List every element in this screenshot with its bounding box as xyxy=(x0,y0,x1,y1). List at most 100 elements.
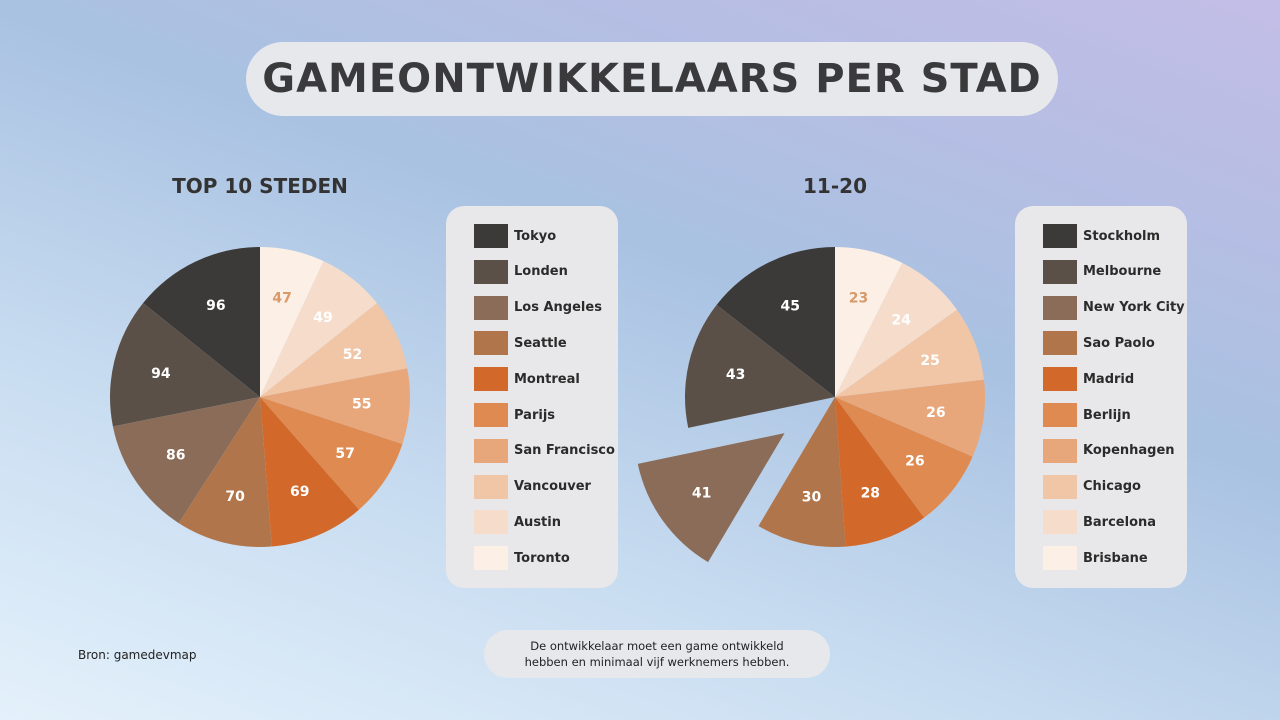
pie-label-stockholm: 45 xyxy=(780,298,799,314)
pie-label-san-francisco: 55 xyxy=(352,396,371,412)
pie-label-sao-paolo: 30 xyxy=(802,489,822,505)
legend-swatch-sao-paolo xyxy=(1043,331,1077,356)
legend-item-seattle: Seattle xyxy=(474,331,567,356)
pie-label-kopenhagen: 26 xyxy=(926,405,945,421)
legend-label-new-york-city: New York City xyxy=(1083,300,1185,316)
legend-label-melbourne: Melbourne xyxy=(1083,264,1162,280)
legend-swatch-kopenhagen xyxy=(1043,438,1077,463)
legend-item-chicago: Chicago xyxy=(1043,474,1141,499)
pie-slice-montreal xyxy=(260,397,360,547)
legend-item-melbourne: Melbourne xyxy=(1043,259,1162,284)
legend-label-tokyo: Tokyo xyxy=(514,228,557,244)
pie-slice-sao-paolo xyxy=(758,397,846,547)
legend-label-los-angeles: Los Angeles xyxy=(514,300,602,316)
pie-slice-toronto xyxy=(260,247,324,397)
legend-item-montreal: Montreal xyxy=(474,367,580,392)
pie-slice-parijs xyxy=(260,397,403,510)
legend-label-sao-paolo: Sao Paolo xyxy=(1083,335,1155,351)
source-label: Bron: gamedevmap xyxy=(78,648,197,662)
legend-item-kopenhagen: Kopenhagen xyxy=(1043,438,1175,463)
pie-slice-seattle xyxy=(178,397,272,547)
legend-label-madrid: Madrid xyxy=(1083,371,1135,387)
legend-label-toronto: Toronto xyxy=(514,550,570,566)
legend-swatch-austin xyxy=(474,510,508,535)
legend-item-austin: Austin xyxy=(474,510,561,535)
legend-item-barcelona: Barcelona xyxy=(1043,510,1157,535)
legend-swatch-stockholm xyxy=(1043,224,1077,248)
pie-label-austin: 49 xyxy=(313,310,332,326)
pie-label-los-angeles: 86 xyxy=(166,447,185,463)
pie-label-toronto: 47 xyxy=(272,290,291,306)
pie-slice-kopenhagen xyxy=(835,379,985,457)
legend-label-parijs: Parijs xyxy=(514,407,556,423)
legend-item-berlijn: Berlijn xyxy=(1043,403,1131,427)
pie-label-barcelona: 24 xyxy=(892,312,912,328)
legend-swatch-new-york-city xyxy=(1043,295,1077,320)
legend-item-stockholm: Stockholm xyxy=(1043,224,1160,248)
pie-slice-melbourne xyxy=(685,304,835,428)
note-text: De ontwikkelaar moet een game ontwikkeld… xyxy=(524,639,790,669)
pie-slice-barcelona xyxy=(835,262,957,397)
pie-label-tokyo: 96 xyxy=(206,298,225,314)
legend-item-tokyo: Tokyo xyxy=(474,224,556,248)
pie-slice-vancouver xyxy=(260,303,408,397)
legend-item-new-york-city: New York City xyxy=(1043,295,1185,320)
legend-11-20: Stockholm Melbourne New York City Sao Paolo… xyxy=(1015,206,1187,588)
legend-swatch-brisbane xyxy=(1043,546,1077,571)
legend-label-austin: Austin xyxy=(514,514,561,530)
legend-item-sao-paolo: Sao Paolo xyxy=(1043,331,1155,356)
legend-label-chicago: Chicago xyxy=(1083,479,1141,495)
legend-item-madrid: Madrid xyxy=(1043,367,1135,392)
pie-label-berlijn: 26 xyxy=(905,453,924,469)
legend-item-los-angeles: Los Angeles xyxy=(474,295,602,320)
pie-slice-londen xyxy=(109,303,260,427)
pie-label-seattle: 70 xyxy=(225,489,245,505)
legend-swatch-melbourne xyxy=(1043,259,1077,284)
page-title: GAMEONTWIKKELAARS PER STAD xyxy=(262,56,1042,102)
legend-swatch-los-angeles xyxy=(474,295,508,320)
legend-label-kopenhagen: Kopenhagen xyxy=(1083,443,1175,459)
pie-slice-madrid xyxy=(835,397,925,547)
legend-label-san-francisco: San Francisco xyxy=(514,443,615,459)
legend-label-brisbane: Brisbane xyxy=(1083,550,1148,566)
legend-swatch-barcelona xyxy=(1043,510,1077,535)
legend-swatch-londen xyxy=(474,259,508,284)
pie-label-montreal: 69 xyxy=(290,484,309,500)
legend-swatch-madrid xyxy=(1043,367,1077,392)
pie-slice-los-angeles xyxy=(112,397,260,524)
legend-label-berlijn: Berlijn xyxy=(1083,407,1131,423)
pie-slice-tokyo xyxy=(143,247,260,397)
pie-label-chicago: 25 xyxy=(920,353,939,369)
pie-label-madrid: 28 xyxy=(861,486,880,502)
legend-label-barcelona: Barcelona xyxy=(1083,514,1157,530)
legend-swatch-seattle xyxy=(474,331,508,356)
note-banner: De ontwikkelaar moet een game ontwikkeld… xyxy=(484,630,830,678)
legend-swatch-berlijn xyxy=(1043,403,1077,427)
legend-swatch-chicago xyxy=(1043,474,1077,499)
pie-slice-brisbane xyxy=(835,247,903,397)
legend-item-san-francisco: San Francisco xyxy=(474,438,615,463)
legend-label-seattle: Seattle xyxy=(514,335,567,351)
legend-swatch-toronto xyxy=(474,546,508,571)
legend-label-montreal: Montreal xyxy=(514,371,580,387)
chart-title-top10: TOP 10 STEDEN xyxy=(172,174,348,198)
legend-label-vancouver: Vancouver xyxy=(514,479,591,495)
pie-label-new-york-city: 41 xyxy=(692,485,711,501)
legend-item-brisbane: Brisbane xyxy=(1043,546,1148,571)
legend-swatch-tokyo xyxy=(474,224,508,248)
pie-label-vancouver: 52 xyxy=(343,347,362,363)
legend-label-londen: Londen xyxy=(514,264,568,280)
legend-swatch-vancouver xyxy=(474,474,508,499)
pie-label-londen: 94 xyxy=(151,366,171,382)
legend-label-stockholm: Stockholm xyxy=(1083,228,1161,244)
pie-slice-stockholm xyxy=(716,247,835,397)
pie-label-melbourne: 43 xyxy=(726,367,745,383)
legend-swatch-montreal xyxy=(474,367,508,392)
legend-item-londen: Londen xyxy=(474,259,568,284)
legend-item-toronto: Toronto xyxy=(474,546,570,571)
pie-slice-chicago xyxy=(835,309,984,397)
legend-top10: Tokyo Londen Los Angeles Seattle Montreal Par… xyxy=(446,206,618,588)
legend-swatch-san-francisco xyxy=(474,438,508,463)
chart-title-11-20: 11-20 xyxy=(803,174,867,198)
